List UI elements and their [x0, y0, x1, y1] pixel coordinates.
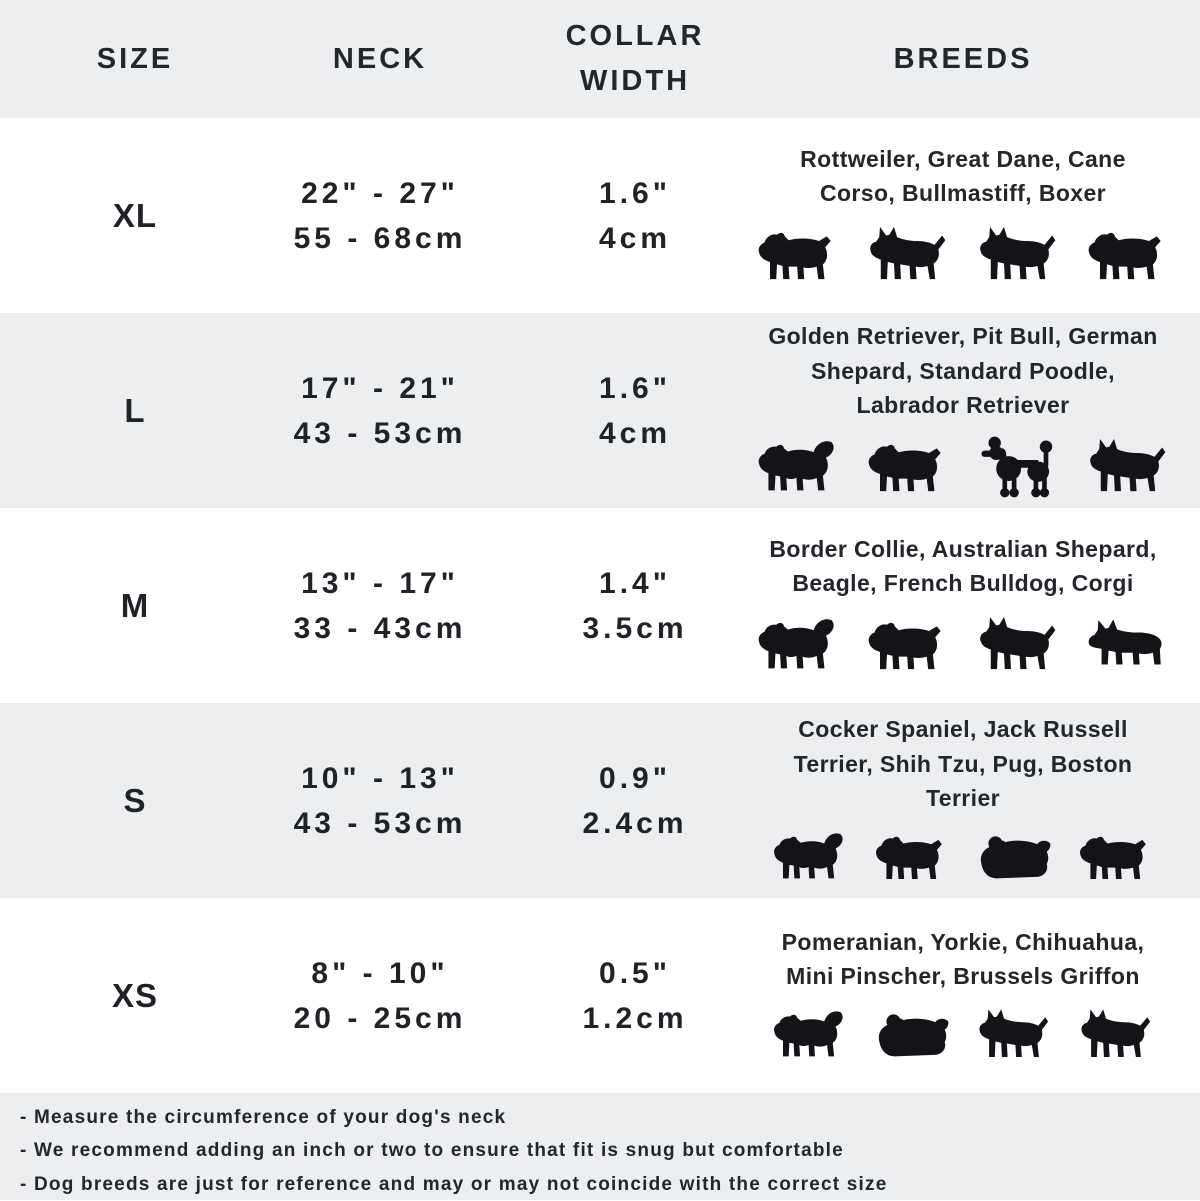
size-value: S: [123, 781, 147, 819]
table-header: SIZE NECK COLLAR WIDTH BREEDS: [0, 0, 1200, 118]
table-row-xl: XL 22" - 27" 55 - 68cm 1.6" 4cm Rottweil…: [0, 118, 1200, 313]
footnote-recommend: - We recommend adding an inch or two to …: [20, 1140, 844, 1162]
pomeranian-icon: [766, 1003, 854, 1067]
bullmastiff-icon: [1080, 220, 1176, 290]
column-header-breeds: BREEDS: [893, 42, 1033, 75]
neck-range-cm: 33 - 43cm: [293, 611, 467, 645]
neck-range: 17" - 21" 43 - 53cm: [250, 313, 510, 508]
size-value: XS: [111, 976, 159, 1014]
table-row-xs: XS 8" - 10" 20 - 25cm 0.5" 1.2cm Pomeran…: [0, 898, 1200, 1093]
neck-range-inches: 17" - 21": [301, 371, 459, 405]
breeds-list: Rottweiler, Great Dane, Cane Corso, Bull…: [800, 145, 1126, 207]
breeds-list: Cocker Spaniel, Jack Russell Terrier, Sh…: [793, 716, 1133, 812]
poodle-icon: [970, 432, 1066, 502]
size-value: XL: [112, 196, 158, 234]
breed-icons: [750, 220, 1176, 290]
australian-shepherd-icon: [750, 610, 846, 680]
footnote-reference: - Dog breeds are just for reference and …: [20, 1173, 888, 1195]
collar-width-inches: 1.6": [599, 371, 671, 405]
breeds-list: Border Collie, Australian Shepard, Beagl…: [769, 535, 1157, 597]
pug-icon: [1072, 825, 1160, 889]
neck-range-inches: 8" - 10": [311, 956, 449, 990]
collar-width: 1.6" 4cm: [510, 313, 760, 508]
neck-range-inches: 10" - 13": [301, 761, 459, 795]
column-header-collar-width-label: COLLAR WIDTH: [565, 20, 705, 97]
collar-width-inches: 0.5": [599, 956, 671, 990]
yorkie-icon: [868, 1003, 956, 1067]
table-row-s: S 10" - 13" 43 - 53cm 0.9" 2.4cm Cocker …: [0, 703, 1200, 898]
breed-icons: [766, 1003, 1160, 1067]
neck-range: 8" - 10" 20 - 25cm: [250, 898, 510, 1093]
table-row-m: M 13" - 17" 33 - 43cm 1.4" 3.5cm Border …: [0, 508, 1200, 703]
chihuahua-icon: [970, 1003, 1058, 1067]
shih-tzu-icon: [970, 825, 1058, 889]
neck-range: 13" - 17" 33 - 43cm: [250, 508, 510, 703]
footnotes: - Measure the circumference of your dog'…: [0, 1093, 1200, 1200]
breed-icons: [750, 432, 1176, 502]
neck-range: 22" - 27" 55 - 68cm: [250, 118, 510, 313]
breed-icons: [766, 825, 1160, 889]
breed-icons: [750, 610, 1176, 680]
breeds-list: Pomeranian, Yorkie, Chihuahua, Mini Pins…: [781, 928, 1145, 990]
collar-width-inches: 0.9": [599, 761, 671, 795]
column-header-collar-width: COLLAR WIDTH: [510, 14, 760, 104]
neck-range-cm: 55 - 68cm: [293, 221, 467, 255]
collar-width-inches: 1.6": [599, 176, 671, 210]
breeds-cell: Border Collie, Australian Shepard, Beagl…: [760, 508, 1200, 703]
collar-width: 0.9" 2.4cm: [510, 703, 760, 898]
neck-range-inches: 13" - 17": [301, 566, 459, 600]
collar-width-cm: 4cm: [598, 221, 672, 255]
size-value: L: [124, 391, 146, 429]
breeds-cell: Rottweiler, Great Dane, Cane Corso, Bull…: [760, 118, 1200, 313]
breeds-cell: Golden Retriever, Pit Bull, German Shepa…: [760, 313, 1200, 508]
collar-width-inches: 1.4": [599, 566, 671, 600]
neck-range: 10" - 13" 43 - 53cm: [250, 703, 510, 898]
collar-width-cm: 3.5cm: [582, 611, 688, 645]
collar-width-cm: 2.4cm: [582, 806, 688, 840]
collar-width: 1.4" 3.5cm: [510, 508, 760, 703]
breeds-cell: Pomeranian, Yorkie, Chihuahua, Mini Pins…: [760, 898, 1200, 1093]
cane-corso-icon: [970, 220, 1066, 290]
neck-range-cm: 43 - 53cm: [293, 806, 467, 840]
jack-russell-terrier-icon: [868, 825, 956, 889]
mini-pinscher-icon: [1072, 1003, 1160, 1067]
column-header-size: SIZE: [96, 42, 174, 75]
golden-retriever-icon: [750, 432, 846, 502]
french-bulldog-icon: [970, 610, 1066, 680]
cocker-spaniel-icon: [766, 825, 854, 889]
neck-range-cm: 43 - 53cm: [293, 416, 467, 450]
rottweiler-icon: [750, 220, 846, 290]
table-row-l: L 17" - 21" 43 - 53cm 1.6" 4cm Golden Re…: [0, 313, 1200, 508]
column-header-neck: NECK: [332, 42, 428, 75]
collar-width-cm: 1.2cm: [582, 1001, 688, 1035]
german-shepherd-icon: [1080, 432, 1176, 502]
corgi-icon: [1080, 610, 1176, 680]
collar-width: 0.5" 1.2cm: [510, 898, 760, 1093]
footnote-measure: - Measure the circumference of your dog'…: [20, 1107, 507, 1128]
labrador-retriever-icon: [860, 432, 956, 502]
size-value: M: [120, 586, 150, 624]
collar-width-cm: 4cm: [598, 416, 672, 450]
breeds-cell: Cocker Spaniel, Jack Russell Terrier, Sh…: [760, 703, 1200, 898]
neck-range-cm: 20 - 25cm: [293, 1001, 467, 1035]
collar-width: 1.6" 4cm: [510, 118, 760, 313]
great-dane-icon: [860, 220, 956, 290]
breeds-list: Golden Retriever, Pit Bull, German Shepa…: [768, 323, 1158, 419]
beagle-icon: [860, 610, 956, 680]
neck-range-inches: 22" - 27": [301, 176, 459, 210]
